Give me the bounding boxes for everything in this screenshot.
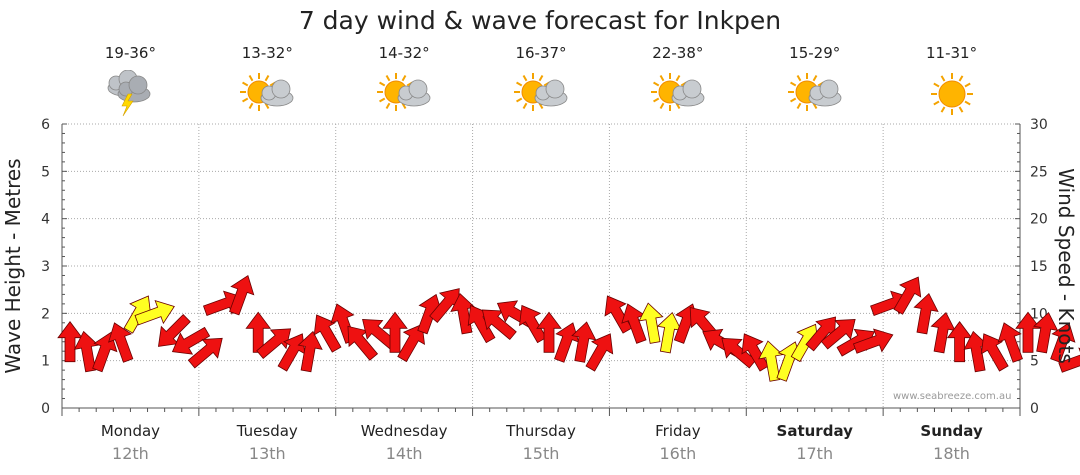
partly-cloudy-icon [511, 70, 571, 118]
wind-arrow [893, 276, 922, 315]
wind-arrow [481, 309, 517, 341]
wind-arrow [347, 325, 379, 361]
day-labels: Monday 12th 19-36° Tuesday 13th 13-32° Wednesd… [101, 44, 983, 463]
right-tick-label: 0 [1030, 401, 1039, 417]
wind-arrow [805, 316, 836, 352]
day-name: Tuesday [236, 422, 298, 440]
day-temperature: 19-36° [105, 44, 156, 62]
grid [62, 123, 1020, 408]
day-temperature: 14-32° [379, 44, 430, 62]
day-temperature: 22-38° [652, 44, 703, 62]
left-tick-label: 2 [41, 306, 50, 322]
day-name: Monday [101, 422, 160, 440]
wind-arrow [980, 333, 1009, 372]
day-date: 18th [933, 444, 970, 463]
wind-arrow [638, 302, 664, 344]
day-date: 12th [112, 444, 149, 463]
wind-arrow [1033, 311, 1059, 354]
day-name: Thursday [505, 422, 576, 440]
wind-arrow [571, 321, 597, 363]
wind-arrow [467, 304, 496, 344]
wind-arrow [1058, 347, 1080, 373]
wind-arrow [820, 319, 856, 350]
day-temperature: 15-29° [789, 44, 840, 62]
day-name: Friday [655, 422, 701, 440]
wind-arrow [913, 292, 939, 335]
wind-arrow [297, 330, 323, 373]
day-date: 17th [796, 444, 833, 463]
wind-arrow [997, 322, 1023, 363]
wind-arrow [134, 300, 175, 326]
watermark: www.seabreeze.com.au [893, 391, 1012, 402]
partly-cloudy-icon [237, 70, 297, 118]
partly-cloudy-icon [374, 70, 434, 118]
wind-arrows [57, 274, 1080, 382]
wind-arrow [946, 321, 973, 363]
wind-arrow [382, 311, 408, 353]
wind-arrow [656, 311, 683, 354]
wind-arrow [171, 326, 211, 355]
right-tick-label: 20 [1030, 212, 1048, 228]
day-date: 13th [249, 444, 286, 463]
right-tick-label: 15 [1030, 259, 1048, 275]
wind-arrow [157, 314, 191, 347]
left-tick-label: 0 [41, 401, 50, 417]
wind-arrow [1015, 311, 1041, 353]
wind-arrow [1050, 322, 1076, 363]
left-axis-label: Wave Height - Metres [1, 158, 25, 373]
day-date: 16th [659, 444, 696, 463]
day-temperature: 11-31° [926, 44, 977, 62]
right-tick-label: 30 [1030, 117, 1048, 133]
wind-arrow [57, 321, 83, 363]
wind-arrow [187, 337, 223, 369]
wind-arrow [585, 333, 614, 372]
wind-arrow [963, 330, 989, 373]
left-tick-label: 3 [41, 259, 50, 275]
day-date: 15th [523, 444, 560, 463]
wind-arrow [621, 303, 647, 344]
wind-arrow [92, 331, 118, 373]
partly-cloudy-icon [785, 70, 845, 118]
wind-arrow [852, 328, 894, 354]
right-axis-label: Wind Speed - Knots [1054, 168, 1078, 364]
left-tick-label: 5 [41, 164, 50, 180]
left-tick-label: 6 [41, 117, 50, 133]
left-tick-label: 4 [41, 212, 50, 228]
day-name: Sunday [920, 422, 983, 440]
day-date: 14th [386, 444, 423, 463]
thunderstorm-icon [100, 69, 160, 118]
wind-arrow [256, 328, 292, 359]
day-temperature: 13-32° [242, 44, 293, 62]
wind-arrow [536, 311, 562, 353]
right-tick-label: 5 [1030, 354, 1039, 370]
sunny-icon [922, 70, 982, 118]
day-name: Saturday [777, 422, 854, 440]
day-temperature: 16-37° [515, 44, 566, 62]
wind-arrow [229, 274, 255, 316]
partly-cloudy-icon [648, 70, 708, 118]
wind-arrow [108, 322, 134, 363]
wind-arrow [930, 311, 956, 354]
wind-arrow [417, 293, 443, 335]
right-tick-label: 25 [1030, 164, 1048, 180]
left-tick-label: 1 [41, 354, 50, 370]
day-name: Wednesday [361, 422, 448, 440]
wind-arrow [313, 314, 342, 353]
chart-title: 7 day wind & wave forecast for Inkpen [299, 6, 781, 35]
wind-arrow [397, 323, 425, 363]
